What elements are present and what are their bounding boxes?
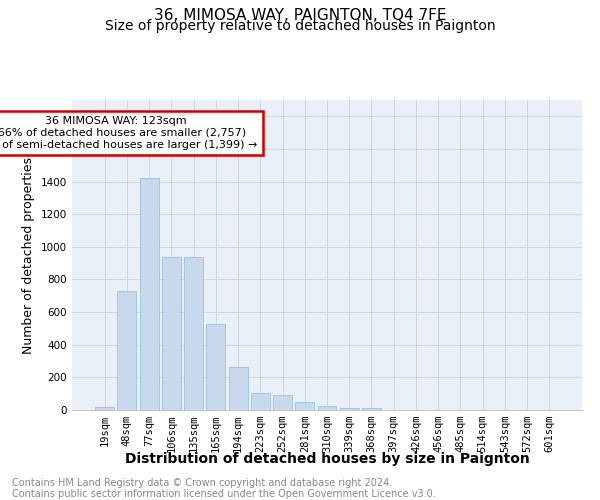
Bar — [140, 178, 158, 410]
Bar — [95, 406, 114, 410]
Text: Size of property relative to detached houses in Paignton: Size of property relative to detached ho… — [104, 19, 496, 33]
Bar — [229, 367, 248, 410]
Bar — [295, 402, 314, 410]
Bar — [206, 324, 225, 410]
Text: Distribution of detached houses by size in Paignton: Distribution of detached houses by size … — [125, 452, 529, 466]
Bar — [162, 256, 181, 410]
Bar — [273, 396, 292, 410]
Y-axis label: Number of detached properties: Number of detached properties — [22, 156, 35, 354]
Bar — [184, 258, 203, 410]
Bar — [362, 408, 381, 410]
Text: 36, MIMOSA WAY, PAIGNTON, TQ4 7FE: 36, MIMOSA WAY, PAIGNTON, TQ4 7FE — [154, 8, 446, 22]
Text: 36 MIMOSA WAY: 123sqm
← 66% of detached houses are smaller (2,757)
33% of semi-d: 36 MIMOSA WAY: 123sqm ← 66% of detached … — [0, 116, 257, 150]
Bar — [118, 291, 136, 410]
Text: Contains HM Land Registry data © Crown copyright and database right 2024.
Contai: Contains HM Land Registry data © Crown c… — [12, 478, 436, 499]
Bar — [251, 393, 270, 410]
Bar — [340, 408, 359, 410]
Bar — [317, 406, 337, 410]
